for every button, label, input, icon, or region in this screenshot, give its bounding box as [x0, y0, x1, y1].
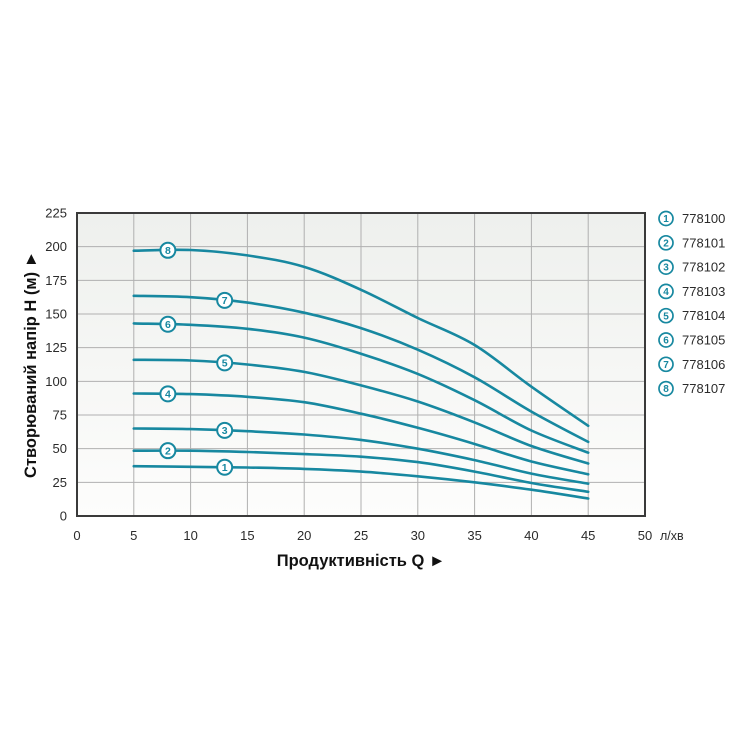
x-tick-label: 20: [297, 528, 311, 543]
y-tick-label: 200: [45, 239, 67, 254]
curve-6: [132, 322, 590, 454]
curve-4: [132, 392, 590, 476]
x-tick-label: 5: [130, 528, 137, 543]
y-tick-label: 100: [45, 374, 67, 389]
curve-label-number: 7: [222, 295, 228, 307]
legend-model-label: 778106: [682, 357, 725, 372]
y-tick-label: 25: [53, 475, 67, 490]
curve-label-3: 3: [216, 421, 234, 439]
legend-model-label: 778100: [682, 211, 725, 226]
curve-label-7: 7: [216, 291, 234, 309]
legend-item-778100: 1 778100: [658, 210, 725, 227]
legend-number: 5: [663, 311, 669, 322]
curve-3: [132, 427, 590, 485]
legend-item-778107: 8 778107: [658, 380, 725, 397]
legend-number: 7: [663, 360, 669, 371]
curve-7: [132, 294, 590, 444]
curve-label-6: 6: [159, 315, 177, 333]
legend-item-778104: 5 778104: [658, 307, 725, 324]
y-tick-label: 75: [53, 408, 67, 423]
y-tick-label: 150: [45, 307, 67, 322]
legend-number: 4: [663, 287, 669, 298]
curve-label-5: 5: [216, 354, 234, 372]
gridlines: [77, 213, 645, 516]
x-axis-ticks: 0 5 10 15 20 25 30 35 40 45 50: [73, 528, 652, 543]
curve-label-circle: [159, 315, 177, 333]
curve-label-circle: [216, 458, 234, 476]
curve-2: [132, 449, 590, 494]
curve-5: [132, 358, 590, 465]
curve-label-circle: [216, 421, 234, 439]
pump-curves: [132, 248, 590, 500]
curve-1: [132, 464, 590, 500]
curve-8: [132, 248, 590, 428]
curve-label-number: 4: [165, 389, 171, 401]
legend-number-circle: [658, 283, 674, 300]
x-tick-label: 40: [524, 528, 538, 543]
curve-label-1: 1: [216, 458, 234, 476]
legend-model-label: 778103: [682, 284, 725, 299]
x-tick-label: 15: [240, 528, 254, 543]
legend-model-label: 778104: [682, 308, 725, 323]
legend-model-label: 778101: [682, 235, 725, 250]
legend-item-778106: 7 778106: [658, 356, 725, 373]
curve-label-circle: [216, 354, 234, 372]
legend-item-778101: 2 778101: [658, 234, 725, 251]
y-tick-label: 125: [45, 340, 67, 355]
curve-label-number: 1: [222, 462, 228, 474]
curve-label-number: 6: [165, 319, 171, 331]
legend-number: 8: [663, 384, 669, 395]
legend-number: 3: [663, 263, 669, 274]
y-tick-label: 175: [45, 273, 67, 288]
legend-number-circle: [658, 234, 674, 251]
curve-label-number: 8: [165, 245, 171, 257]
legend-number: 6: [663, 336, 669, 347]
legend-number-circle: [658, 210, 674, 227]
legend-number-circle: [658, 356, 674, 373]
legend-number-circle: [658, 380, 674, 397]
legend-model-label: 778105: [682, 333, 725, 348]
legend-model-label: 778102: [682, 260, 725, 275]
curve-label-8: 8: [159, 241, 177, 259]
y-axis-title: Створюваний напір H (м) ►: [22, 251, 40, 478]
curve-label-2: 2: [159, 442, 177, 460]
legend-number: 1: [663, 214, 669, 225]
curve-label-number: 5: [222, 358, 228, 370]
legend-number: 2: [663, 238, 669, 249]
legend-item-778103: 4 778103: [658, 283, 725, 300]
x-tick-label: 35: [467, 528, 481, 543]
curve-label-circle: [159, 241, 177, 259]
x-tick-label: 50: [638, 528, 652, 543]
legend-number-circle: [658, 259, 674, 275]
curve-label-number: 3: [222, 425, 228, 437]
x-tick-label: 45: [581, 528, 595, 543]
y-tick-label: 50: [53, 441, 67, 456]
x-axis-title: Продуктивність Q ►: [277, 552, 446, 570]
curve-label-circle: [216, 291, 234, 309]
curve-label-4: 4: [159, 385, 177, 403]
legend-model-label: 778107: [682, 381, 725, 396]
x-tick-label: 0: [73, 528, 80, 543]
legend-number-circle: [658, 332, 674, 348]
x-tick-label: 30: [411, 528, 425, 543]
legend: 1 778100 2 778101 3 778102 4 778103 5 778104 6 7781…: [658, 210, 725, 397]
y-tick-label: 0: [60, 509, 67, 524]
curve-label-number: 2: [165, 445, 171, 457]
curve-label-circle: [159, 442, 177, 460]
y-tick-label: 225: [45, 206, 67, 221]
legend-item-778102: 3 778102: [658, 259, 725, 275]
curve-number-labels: 1 2 3 4 5 6 7 8: [159, 241, 234, 476]
x-axis-unit-label: л/хв: [660, 529, 684, 543]
legend-number-circle: [658, 307, 674, 324]
legend-item-778105: 6 778105: [658, 332, 725, 348]
curve-label-circle: [159, 385, 177, 403]
plot-frame: [76, 212, 646, 517]
x-tick-label: 25: [354, 528, 368, 543]
x-tick-label: 10: [183, 528, 197, 543]
y-axis-ticks: 0 25 50 75 100 125 150 175 200 225: [45, 206, 67, 524]
